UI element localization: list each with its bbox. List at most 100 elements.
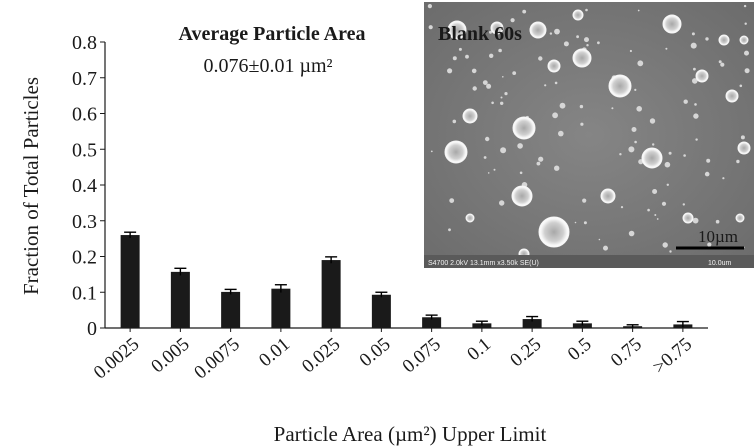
particle bbox=[682, 212, 694, 224]
y-tick-label: 0.6 bbox=[72, 104, 97, 126]
y-tick-label: 0.8 bbox=[72, 32, 97, 54]
x-tick-label: 0.1 bbox=[463, 334, 495, 365]
bar bbox=[221, 291, 241, 328]
particle-dot bbox=[510, 18, 515, 23]
particle-dot bbox=[665, 47, 668, 50]
y-tick-label: 0 bbox=[87, 318, 97, 340]
bar bbox=[422, 317, 442, 328]
particle-dot bbox=[498, 48, 502, 53]
particle bbox=[465, 213, 475, 223]
x-tick-label: 0.0075 bbox=[190, 334, 244, 384]
bars bbox=[120, 231, 693, 328]
particle-dot bbox=[619, 153, 622, 156]
particle-dot bbox=[620, 206, 624, 209]
particle-dot bbox=[715, 219, 720, 224]
particle-dot bbox=[522, 9, 527, 14]
x-tick-label: 0.025 bbox=[298, 334, 344, 378]
particle-dot bbox=[563, 41, 569, 47]
bar bbox=[120, 235, 140, 328]
particle-dot bbox=[628, 146, 635, 153]
x-tick-label: 0.01 bbox=[255, 334, 294, 371]
particle-dot bbox=[483, 156, 487, 159]
particle-dot bbox=[427, 4, 432, 9]
particle-dot bbox=[538, 56, 543, 61]
particle-dot bbox=[452, 56, 457, 61]
particle-dot bbox=[449, 198, 455, 204]
particle-dot bbox=[598, 238, 601, 241]
particle-dot bbox=[458, 47, 462, 51]
particle-dot bbox=[720, 62, 725, 67]
particle-dot bbox=[647, 208, 650, 212]
x-tick-label: 0.25 bbox=[506, 334, 545, 371]
particle bbox=[572, 9, 584, 21]
particle-dot bbox=[634, 88, 637, 91]
bar bbox=[572, 323, 592, 328]
particle-dot bbox=[493, 168, 496, 171]
particle-dot bbox=[656, 218, 659, 220]
particle-dot bbox=[634, 140, 637, 144]
particle-dot bbox=[580, 122, 584, 126]
particle-dot bbox=[683, 99, 688, 104]
particle-dot bbox=[736, 159, 740, 164]
particle-dot bbox=[489, 53, 494, 58]
particle-dot bbox=[549, 32, 553, 35]
average-area-title: Average Particle Area bbox=[179, 23, 366, 45]
x-tick-label: 0.075 bbox=[399, 334, 445, 378]
bar bbox=[522, 319, 542, 328]
particle-dot bbox=[629, 49, 633, 53]
particle-dot bbox=[482, 80, 488, 85]
particle-dot bbox=[576, 35, 579, 39]
particle-dot bbox=[661, 201, 667, 206]
particle-dot bbox=[597, 41, 600, 45]
particle-dot bbox=[652, 143, 655, 146]
sem-caption-left: S4700 2.0kV 13.1mm x3.50k SE(U) bbox=[428, 260, 539, 267]
particle-dot bbox=[693, 113, 699, 119]
particle-dot bbox=[691, 32, 695, 36]
particle-dot bbox=[502, 76, 504, 78]
particle-dot bbox=[500, 147, 507, 154]
particle-dot bbox=[554, 81, 558, 85]
particle bbox=[737, 141, 751, 155]
x-tick-label: >0.75 bbox=[649, 334, 696, 378]
scale-bar-label: 10µm bbox=[698, 227, 738, 246]
particle bbox=[735, 213, 745, 223]
particle-dot bbox=[695, 138, 698, 141]
bar bbox=[321, 260, 341, 328]
sem-background bbox=[424, 2, 754, 268]
particle-dot bbox=[500, 101, 504, 106]
particle-dot bbox=[705, 37, 709, 41]
particle-dot bbox=[500, 96, 503, 99]
particle-dot bbox=[704, 171, 710, 177]
y-tick-label: 0.3 bbox=[72, 211, 97, 233]
particle-dot bbox=[654, 214, 657, 216]
particle-dot bbox=[485, 136, 490, 142]
x-tick-label: 0.05 bbox=[356, 334, 395, 371]
particle-dot bbox=[559, 102, 566, 109]
sem-inset-image: S4700 2.0kV 13.1mm x3.50k SE(U) 10.0um B… bbox=[424, 2, 754, 268]
particle-dot bbox=[739, 84, 743, 88]
particle-dot bbox=[690, 42, 697, 49]
particle-dot bbox=[499, 200, 505, 206]
particle bbox=[444, 140, 468, 164]
particle-dot bbox=[512, 71, 517, 75]
particle-dot bbox=[582, 198, 587, 203]
particle-dot bbox=[552, 112, 558, 119]
particle-dot bbox=[585, 8, 588, 12]
y-axis-title: Fraction of Total Particles bbox=[19, 77, 43, 295]
particle bbox=[511, 185, 533, 207]
particle-dot bbox=[611, 107, 614, 110]
particle-dot bbox=[722, 177, 725, 180]
particle-dot bbox=[664, 161, 671, 168]
particle-dot bbox=[744, 50, 749, 56]
particle-dot bbox=[603, 245, 608, 251]
particle-dot bbox=[584, 37, 589, 43]
y-tick-label: 0.5 bbox=[72, 139, 97, 161]
particle-dot bbox=[486, 83, 492, 89]
y-tick-label: 0.2 bbox=[72, 247, 97, 269]
x-axis-title: Particle Area (µm²) Upper Limit bbox=[274, 422, 547, 446]
x-tick-label: 0.005 bbox=[147, 334, 193, 378]
particle-dot bbox=[428, 25, 433, 30]
particle-dot bbox=[558, 130, 564, 137]
